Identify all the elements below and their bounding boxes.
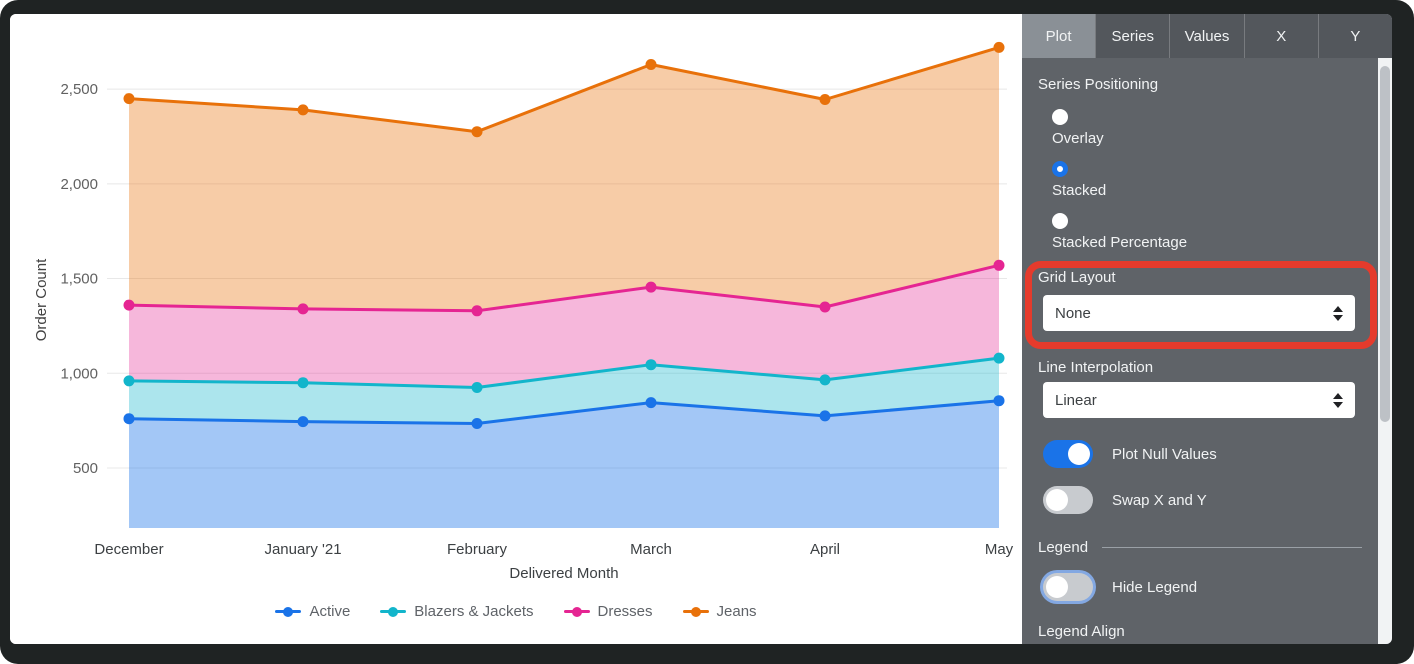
app-content: 500 1,000 1,500 2,000 2,500 Order Count Decemb… xyxy=(10,14,1392,644)
line-interpolation-label: Line Interpolation xyxy=(1038,359,1154,376)
settings-panel: Plot Series Values X Y Series Positioning Ov… xyxy=(1022,14,1392,644)
legend-item-active[interactable]: Active xyxy=(275,603,350,620)
plot-null-values-label: Plot Null Values xyxy=(1112,445,1217,463)
legend-marker-icon xyxy=(380,606,407,618)
radio-overlay[interactable] xyxy=(1052,109,1068,125)
line-interpolation-value: Linear xyxy=(1055,391,1097,409)
radio-option-stacked-percentage: Stacked Percentage xyxy=(1052,213,1187,251)
tab-values[interactable]: Values xyxy=(1169,14,1244,58)
svg-text:January '21: January '21 xyxy=(264,541,341,558)
svg-text:December: December xyxy=(94,541,163,558)
line-interpolation-select[interactable]: Linear xyxy=(1043,382,1355,418)
panel-body: Series Positioning Overlay Stacked Stacked… xyxy=(1022,58,1378,644)
toggle-knob xyxy=(1068,443,1090,465)
toggle-knob xyxy=(1046,489,1068,511)
hide-legend-label: Hide Legend xyxy=(1112,578,1198,596)
grid-layout-select[interactable]: None xyxy=(1043,295,1355,331)
radio-label-stacked-percentage[interactable]: Stacked Percentage xyxy=(1052,234,1188,251)
legend-item-jeans[interactable]: Jeans xyxy=(682,603,757,620)
legend-marker-icon xyxy=(682,606,709,618)
swap-x-y-toggle[interactable] xyxy=(1043,486,1093,514)
radio-label-overlay[interactable]: Overlay xyxy=(1052,130,1104,147)
panel-tabs: Plot Series Values X Y xyxy=(1022,14,1392,58)
panel-scrollbar-thumb[interactable] xyxy=(1380,66,1390,422)
swap-x-y-row: Swap X and Y xyxy=(1043,486,1207,514)
legend-marker-icon xyxy=(563,606,590,618)
legend-align-label: Legend Align xyxy=(1038,623,1125,640)
svg-text:February: February xyxy=(447,541,508,558)
section-divider xyxy=(1102,547,1362,548)
legend-section-header: Legend xyxy=(1038,539,1362,556)
grid-layout-value: None xyxy=(1055,304,1091,322)
tab-series[interactable]: Series xyxy=(1095,14,1170,58)
panel-scrollbar[interactable] xyxy=(1378,58,1392,644)
tab-x[interactable]: X xyxy=(1243,14,1318,58)
radio-label-stacked[interactable]: Stacked xyxy=(1052,182,1107,199)
stacked-area-chart: 500 1,000 1,500 2,000 2,500 Order Count Decemb… xyxy=(33,41,1014,582)
legend-marker-icon xyxy=(275,606,302,618)
legend-label: Active xyxy=(309,603,351,620)
legend-section-label: Legend xyxy=(1038,539,1089,556)
svg-text:500: 500 xyxy=(73,460,98,477)
radio-stacked[interactable] xyxy=(1052,161,1068,177)
hide-legend-toggle[interactable] xyxy=(1043,573,1093,601)
svg-text:2,500: 2,500 xyxy=(60,81,98,98)
svg-text:March: March xyxy=(630,541,672,558)
swap-x-y-label: Swap X and Y xyxy=(1112,491,1207,509)
tab-y[interactable]: Y xyxy=(1317,14,1392,58)
unfold-arrows-icon xyxy=(1333,392,1343,408)
svg-text:May: May xyxy=(985,541,1014,558)
tab-plot[interactable]: Plot xyxy=(1022,14,1096,58)
legend-label: Dresses xyxy=(597,603,653,620)
plot-null-values-toggle[interactable] xyxy=(1043,440,1093,468)
chart-region: 500 1,000 1,500 2,000 2,500 Order Count Decemb… xyxy=(10,14,1022,644)
svg-text:April: April xyxy=(810,541,840,558)
plot-null-values-row: Plot Null Values xyxy=(1043,440,1217,468)
radio-option-overlay: Overlay xyxy=(1052,109,1104,147)
unfold-arrows-icon xyxy=(1333,305,1343,321)
svg-text:1,000: 1,000 xyxy=(60,365,98,382)
legend-item-dresses[interactable]: Dresses xyxy=(563,603,653,620)
svg-text:Order Count: Order Count xyxy=(33,258,50,341)
radio-stacked-percentage[interactable] xyxy=(1052,213,1068,229)
hide-legend-row: Hide Legend xyxy=(1043,573,1197,601)
toggle-knob xyxy=(1046,576,1068,598)
grid-layout-label: Grid Layout xyxy=(1038,269,1116,286)
legend-label: Jeans xyxy=(716,603,757,620)
svg-text:2,000: 2,000 xyxy=(60,176,98,193)
svg-text:1,500: 1,500 xyxy=(60,271,98,288)
legend-item-blazers-jackets[interactable]: Blazers & Jackets xyxy=(380,603,534,620)
svg-text:Delivered Month: Delivered Month xyxy=(509,565,618,582)
chart-legend: Active Blazers & Jackets Dresses Jeans xyxy=(10,603,1022,620)
series-positioning-label: Series Positioning xyxy=(1038,76,1159,93)
legend-label: Blazers & Jackets xyxy=(414,603,534,620)
radio-option-stacked: Stacked xyxy=(1052,161,1106,199)
